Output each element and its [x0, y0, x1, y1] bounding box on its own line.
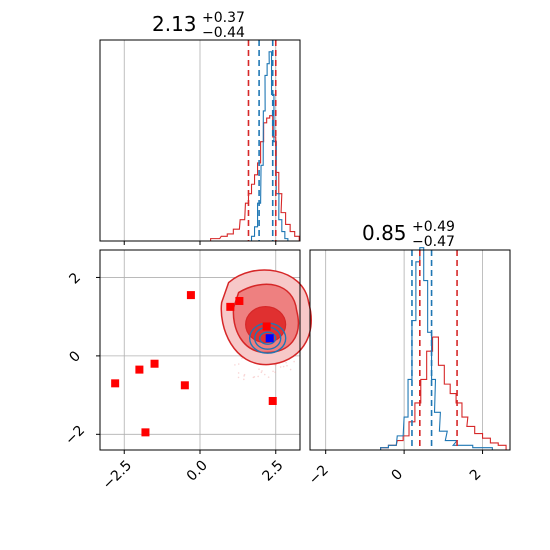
marginal-histogram-param-2: −2 0 2	[306, 247, 511, 488]
red-square-marker	[262, 322, 271, 331]
scatter-sample-point	[253, 376, 256, 378]
red-square-marker	[135, 365, 144, 374]
red-square-marker	[268, 396, 277, 405]
scatter-sample-point	[243, 378, 245, 381]
scatter-sample-point	[263, 373, 266, 376]
scatter-sample-point	[282, 365, 285, 368]
scatter-sample-point	[261, 370, 263, 372]
scatter-sample-point	[234, 364, 236, 366]
scatter-sample-point	[237, 372, 240, 374]
panel-2-title: 0.85	[362, 221, 407, 245]
panel-2-title-upper: +0.49	[412, 219, 455, 235]
marginal-histogram-param-1	[99, 39, 301, 245]
scatter-x-tick-label-1: 0.0	[184, 458, 211, 485]
top-hist-blue	[250, 51, 289, 241]
scatter-y-tick-label-0: −2	[62, 423, 88, 449]
panel-1-title: 2.13	[152, 12, 197, 36]
scatter-sample-point	[285, 361, 287, 364]
scatter-x-tick-label-2: 2.5	[260, 458, 287, 485]
scatter-x-tick-label-0: −2.5	[100, 458, 135, 493]
scatter-sample-point	[272, 370, 274, 373]
blue-square-marker	[265, 334, 274, 343]
red-square-marker	[141, 428, 150, 437]
red-square-marker	[226, 302, 235, 311]
scatter-sample-point	[286, 364, 288, 367]
top-hist-red	[210, 115, 300, 241]
red-square-marker	[111, 379, 120, 388]
scatter-sample-point	[257, 375, 259, 378]
red-square-marker	[180, 381, 189, 390]
scatter-sample-point	[237, 363, 240, 365]
scatter-sample-point	[289, 368, 292, 371]
scatter-sample-point	[241, 357, 243, 360]
right-frame	[309, 249, 511, 451]
scatter-sample-point	[267, 376, 270, 378]
scatter-sample-point	[258, 368, 260, 370]
right-x-tick-label-2: 2	[467, 466, 485, 484]
red-square-marker	[186, 291, 195, 300]
panel-2-title-lower: −0.47	[412, 234, 455, 250]
scatter-sample-point	[293, 360, 295, 363]
red-square-marker	[150, 359, 159, 368]
red-square-marker	[235, 296, 244, 305]
scatter-y-tick-label-1: 0	[66, 348, 84, 366]
scatter-sample-point	[274, 371, 276, 374]
scatter-sample-point	[243, 375, 245, 377]
panel-1-title-upper: +0.37	[202, 10, 245, 26]
scatter-sample-point	[279, 366, 282, 368]
scatter-sample-point	[260, 371, 263, 374]
scatter-sample-point	[237, 376, 240, 379]
blue-contour-2	[258, 331, 277, 345]
scatter-y-tick-label-2: 2	[66, 270, 84, 288]
right-hist-blue	[380, 247, 493, 450]
right-x-tick-label-0: −2	[306, 462, 332, 488]
right-hist-red	[380, 336, 507, 450]
joint-scatter-panel: −2.5 0.0 2.5 −2 0 2	[62, 249, 312, 493]
right-x-tick-label-1: 0	[388, 466, 406, 484]
panel-1-title-lower: −0.44	[202, 25, 245, 41]
